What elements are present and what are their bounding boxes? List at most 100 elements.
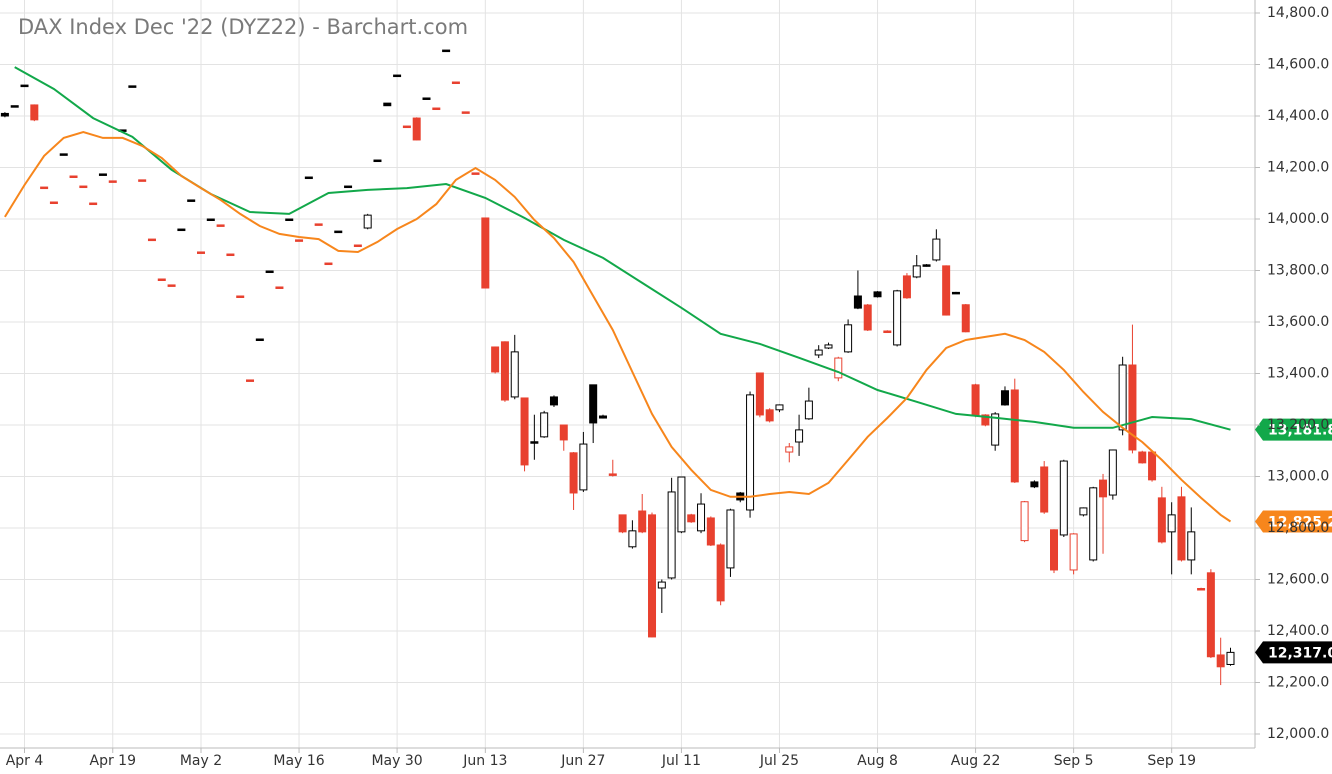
candle-body	[765, 409, 774, 422]
candle-body	[1157, 497, 1166, 543]
candle-body	[1030, 481, 1039, 488]
candle-body	[942, 265, 951, 316]
y-tick-label: 12,400.0	[1267, 623, 1329, 639]
candle-body	[1197, 588, 1206, 591]
candle-body	[353, 244, 362, 248]
candle-body	[206, 218, 215, 221]
x-tick-label: May 30	[371, 753, 422, 769]
candle-body	[1148, 451, 1157, 481]
candle-body	[618, 514, 627, 533]
candle-body	[1059, 460, 1068, 536]
candle-body	[187, 199, 196, 202]
candle-body	[324, 262, 333, 266]
candle-body	[795, 429, 804, 443]
candle-body	[373, 159, 382, 163]
candle-body	[383, 102, 392, 107]
x-tick-label: Jul 11	[661, 753, 701, 769]
price-tag	[1255, 510, 1332, 533]
y-tick-label: 12,000.0	[1267, 726, 1329, 742]
candle-body	[59, 153, 68, 156]
candle-body	[1206, 572, 1215, 658]
candle-body	[246, 379, 255, 382]
candle-body	[971, 384, 980, 417]
x-tick-label: Sep 19	[1147, 753, 1196, 769]
candle-body	[344, 185, 353, 189]
candle-body	[1040, 466, 1049, 513]
candle-body	[834, 357, 843, 379]
x-tick-label: Jul 25	[759, 753, 799, 769]
candle-body	[598, 415, 607, 419]
y-tick-label: 12,800.0	[1267, 520, 1329, 536]
price-tag-label: 12,825.2	[1268, 515, 1332, 531]
candle-body	[363, 214, 372, 229]
y-tick-label: 12,200.0	[1267, 675, 1329, 691]
candle-body	[1167, 514, 1176, 533]
candle-body	[10, 105, 19, 108]
candle-body	[667, 491, 676, 579]
candle-body	[746, 394, 755, 511]
candle-body	[481, 217, 490, 289]
candle-body	[569, 452, 578, 494]
candle-body	[393, 74, 402, 78]
candle-body	[0, 112, 9, 117]
candle-body	[549, 396, 558, 406]
candle-body	[608, 473, 617, 476]
price-tag-label: 13,181.8	[1268, 423, 1332, 439]
candle-body	[1187, 531, 1196, 561]
candle-body	[98, 173, 107, 176]
candle-body	[216, 224, 225, 227]
candle-body	[1138, 451, 1147, 464]
y-tick-label: 14,200.0	[1267, 160, 1329, 176]
candle-body	[79, 185, 88, 189]
candle-body	[314, 223, 323, 226]
candle-body	[775, 404, 784, 411]
candle-body	[559, 424, 568, 441]
candle-body	[1069, 533, 1078, 571]
candle-body	[912, 265, 921, 278]
candle-body	[785, 446, 794, 453]
candle-body	[1020, 501, 1029, 542]
candle-body	[726, 509, 735, 569]
candle-body	[814, 349, 823, 356]
candle-body	[108, 180, 117, 183]
candle-body	[265, 270, 274, 274]
candle-body	[147, 238, 156, 242]
candle-body	[873, 291, 882, 298]
candle-body	[863, 304, 872, 331]
y-tick-label: 13,400.0	[1267, 366, 1329, 382]
candle-body	[1099, 479, 1108, 498]
candle-body	[1079, 507, 1088, 516]
candle-body	[295, 239, 304, 242]
candle-body	[1226, 651, 1235, 665]
candle-body	[648, 514, 657, 638]
candle-body	[196, 251, 205, 254]
candle-body	[402, 125, 411, 129]
candle-body	[442, 49, 451, 53]
x-tick-label: Jun 27	[560, 753, 605, 769]
candle-body	[432, 107, 441, 111]
candle-body	[461, 111, 470, 114]
candle-body	[540, 412, 549, 438]
y-tick-label: 13,000.0	[1267, 469, 1329, 485]
price-tag-label: 12,317.0	[1268, 645, 1332, 661]
x-tick-label: May 2	[180, 753, 222, 769]
plot-area	[0, 49, 1235, 686]
candle-body	[922, 264, 931, 267]
chart-title: DAX Index Dec '22 (DYZ22) - Barchart.com	[18, 15, 468, 39]
candle-body	[1118, 364, 1127, 431]
x-tick-label: May 16	[273, 753, 324, 769]
candle-body	[628, 530, 637, 548]
candle-body	[510, 351, 519, 398]
candle-body	[755, 372, 764, 416]
candle-body	[226, 253, 235, 257]
candle-body	[422, 97, 431, 100]
price-tag	[1255, 641, 1332, 664]
y-tick-label: 13,800.0	[1267, 263, 1329, 279]
candle-body	[1050, 529, 1059, 571]
x-tick-label: Aug 8	[857, 753, 898, 769]
x-tick-label: Aug 22	[951, 753, 1001, 769]
candle-body	[902, 275, 911, 299]
candle-body	[520, 397, 529, 466]
moving-average-line	[4, 130, 1232, 523]
candle-body	[706, 517, 715, 546]
